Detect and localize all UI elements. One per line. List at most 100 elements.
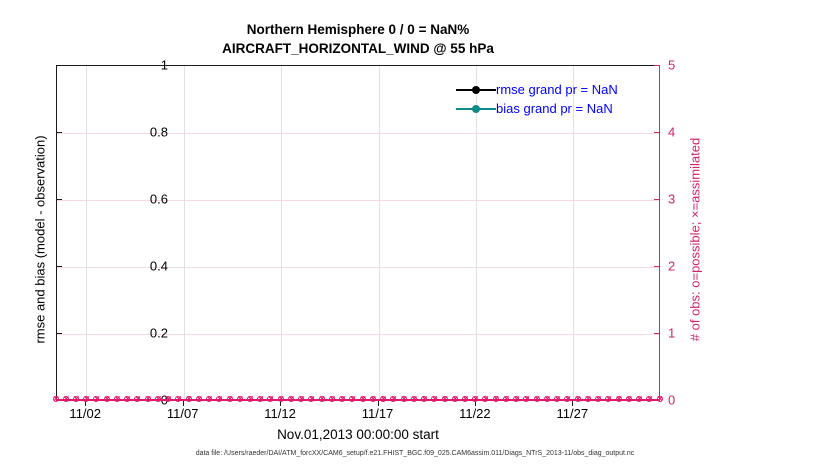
obs-assimilated-marker — [390, 396, 397, 404]
obs-assimilated-marker — [482, 396, 489, 404]
plot-area — [56, 65, 660, 400]
obs-assimilated-marker — [544, 396, 551, 404]
y-axis-right-tick — [654, 65, 660, 66]
x-axis-tick-label: 11/22 — [459, 406, 491, 421]
obs-assimilated-marker — [124, 396, 131, 404]
obs-assimilated-marker — [523, 396, 530, 404]
obs-assimilated-marker — [585, 396, 592, 404]
gridline-vertical — [475, 66, 477, 399]
obs-assimilated-marker — [646, 396, 653, 404]
obs-assimilated-marker — [114, 396, 121, 404]
data-file-footer: data file: /Users/raeder/DAI/ATM_forcXX/… — [195, 450, 635, 457]
obs-assimilated-marker — [298, 396, 305, 404]
y-axis-right-tick-label: 2 — [668, 258, 676, 274]
y-axis-right-tick — [654, 199, 660, 200]
obs-assimilated-marker — [175, 396, 182, 404]
legend-item-bias[interactable]: bias grand pr = NaN — [456, 99, 618, 118]
obs-assimilated-marker — [605, 396, 612, 404]
x-axis-tick-label: 11/17 — [361, 406, 394, 421]
gridline-vertical — [573, 66, 575, 399]
obs-assimilated-marker — [134, 396, 141, 404]
obs-assimilated-marker — [165, 396, 172, 404]
obs-assimilated-marker — [206, 396, 213, 404]
obs-assimilated-marker — [493, 396, 500, 404]
obs-assimilated-marker — [53, 396, 60, 404]
obs-assimilated-marker — [575, 396, 582, 404]
x-axis-tick — [572, 400, 574, 406]
obs-assimilated-marker — [503, 396, 510, 404]
obs-assimilated-marker — [288, 396, 295, 404]
gridline-vertical — [183, 66, 185, 399]
y-axis-right-tick-label: 3 — [668, 191, 676, 207]
obs-assimilated-marker — [401, 396, 408, 404]
chart-title-block: Northern Hemisphere 0 / 0 = NaN% AIRCRAF… — [0, 20, 716, 58]
y-axis-right-label: # of obs: o=possible; ×=assimilated — [687, 137, 703, 342]
gridline-horizontal — [57, 200, 659, 201]
obs-assimilated-marker — [411, 396, 418, 404]
obs-assimilated-marker — [145, 396, 152, 404]
obs-assimilated-marker — [257, 396, 264, 404]
obs-assimilated-marker — [329, 396, 336, 404]
obs-assimilated-marker — [83, 396, 90, 404]
y-axis-right-tick — [654, 266, 660, 267]
y-axis-left-tick-label: 0.2 — [149, 325, 168, 341]
obs-assimilated-marker — [380, 396, 387, 404]
obs-assimilated-marker — [626, 396, 633, 404]
gridline-vertical — [378, 66, 380, 399]
obs-assimilated-marker — [472, 396, 479, 404]
obs-assimilated-marker — [513, 396, 520, 404]
obs-assimilated-marker — [319, 396, 326, 404]
gridline-vertical — [86, 66, 88, 399]
x-axis-tick — [182, 400, 184, 406]
page-title: Northern Hemisphere 0 / 0 = NaN% — [246, 22, 470, 37]
obs-assimilated-marker — [63, 396, 70, 404]
y-axis-left-tick-label: 0.4 — [149, 258, 168, 274]
obs-assimilated-marker — [462, 396, 469, 404]
obs-assimilated-marker — [278, 396, 285, 404]
obs-assimilated-marker — [657, 396, 664, 404]
obs-assimilated-marker — [636, 396, 643, 404]
obs-assimilated-marker — [227, 396, 234, 404]
x-axis-tick-label: 11/07 — [166, 406, 199, 421]
y-axis-left-tick — [56, 266, 62, 267]
gridline-horizontal — [57, 334, 659, 335]
obs-assimilated-marker — [73, 396, 80, 404]
obs-assimilated-marker — [237, 396, 244, 404]
obs-assimilated-marker — [247, 396, 254, 404]
gridline-vertical — [281, 66, 283, 399]
obs-assimilated-marker — [196, 396, 203, 404]
y-axis-left-tick — [56, 132, 62, 133]
rmse-line-marker-icon — [456, 83, 496, 97]
y-axis-right-tick-label: 4 — [668, 124, 676, 140]
chart-subtitle: AIRCRAFT_HORIZONTAL_WIND @ 55 hPa — [222, 41, 494, 56]
x-axis-tick-label: 11/27 — [556, 406, 589, 421]
obs-assimilated-marker — [339, 396, 346, 404]
y-axis-left-tick — [56, 199, 62, 200]
bias-line-marker-icon — [456, 102, 496, 116]
obs-assimilated-marker — [186, 396, 193, 404]
obs-zero-baseline — [56, 399, 660, 401]
y-axis-right-tick-label: 5 — [668, 57, 676, 73]
x-axis-tick-label: 11/02 — [69, 406, 102, 421]
obs-assimilated-marker — [104, 396, 111, 404]
y-axis-right-tick-label: 0 — [668, 392, 676, 408]
obs-assimilated-marker — [308, 396, 315, 404]
y-axis-left-tick-label: 1 — [160, 57, 168, 73]
legend-label-rmse: rmse grand pr = NaN — [496, 81, 618, 97]
y-axis-left-label: rmse and bias (model - observation) — [32, 135, 48, 344]
y-axis-left-tick-label: 0.8 — [149, 124, 168, 140]
y-axis-left-tick — [56, 65, 62, 66]
obs-assimilated-marker — [421, 396, 428, 404]
legend-label-bias: bias grand pr = NaN — [496, 100, 613, 116]
x-axis-tick-label: 11/12 — [264, 406, 296, 421]
obs-assimilated-marker — [442, 396, 449, 404]
obs-assimilated-marker — [155, 396, 162, 404]
obs-assimilated-marker — [534, 396, 541, 404]
obs-assimilated-marker — [349, 396, 356, 404]
obs-assimilated-marker — [370, 396, 377, 404]
obs-assimilated-marker — [216, 396, 223, 404]
legend: rmse grand pr = NaN bias grand pr = NaN — [452, 78, 622, 120]
obs-assimilated-marker — [360, 396, 367, 404]
legend-item-rmse[interactable]: rmse grand pr = NaN — [456, 80, 618, 99]
